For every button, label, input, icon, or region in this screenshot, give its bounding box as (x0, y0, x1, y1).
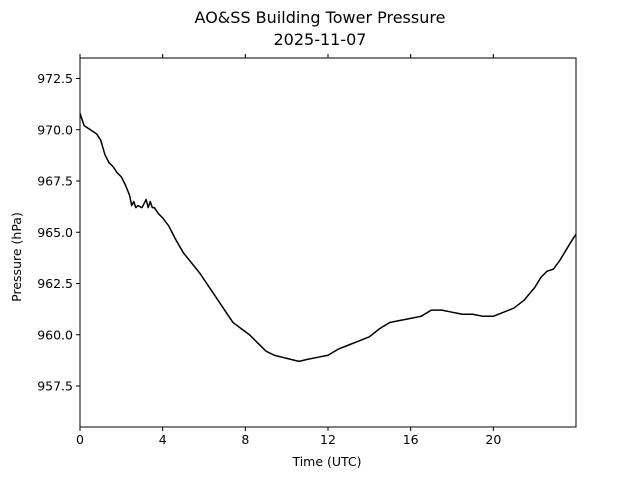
x-tick-label: 8 (241, 432, 249, 447)
y-axis-label: Pressure (hPa) (9, 212, 24, 302)
series-line (79, 113, 577, 363)
x-axis-ticks: 0 4 8 12 16 20 (76, 54, 501, 447)
y-tick-label: 970.0 (37, 122, 73, 137)
y-tick-label: 962.5 (37, 276, 73, 291)
x-axis-label: Time (UTC) (291, 454, 361, 469)
y-tick-label: 957.5 (37, 379, 73, 394)
chart-subtitle: 2025-11-07 (274, 30, 367, 49)
y-tick-label: 967.5 (37, 174, 73, 189)
x-tick-label: 16 (403, 432, 419, 447)
x-tick-label: 0 (76, 432, 84, 447)
y-tick-label: 960.0 (37, 327, 73, 342)
y-axis-ticks: 957.5 960.0 962.5 965.0 967.5 970.0 972.5 (37, 71, 80, 394)
x-tick-label: 12 (320, 432, 336, 447)
y-tick-label: 972.5 (37, 71, 73, 86)
plot-area (79, 57, 577, 428)
chart-title: AO&SS Building Tower Pressure (195, 8, 446, 27)
x-tick-label: 20 (485, 432, 501, 447)
x-tick-label: 4 (159, 432, 167, 447)
plot-frame (79, 57, 577, 428)
y-tick-label: 965.0 (37, 225, 73, 240)
